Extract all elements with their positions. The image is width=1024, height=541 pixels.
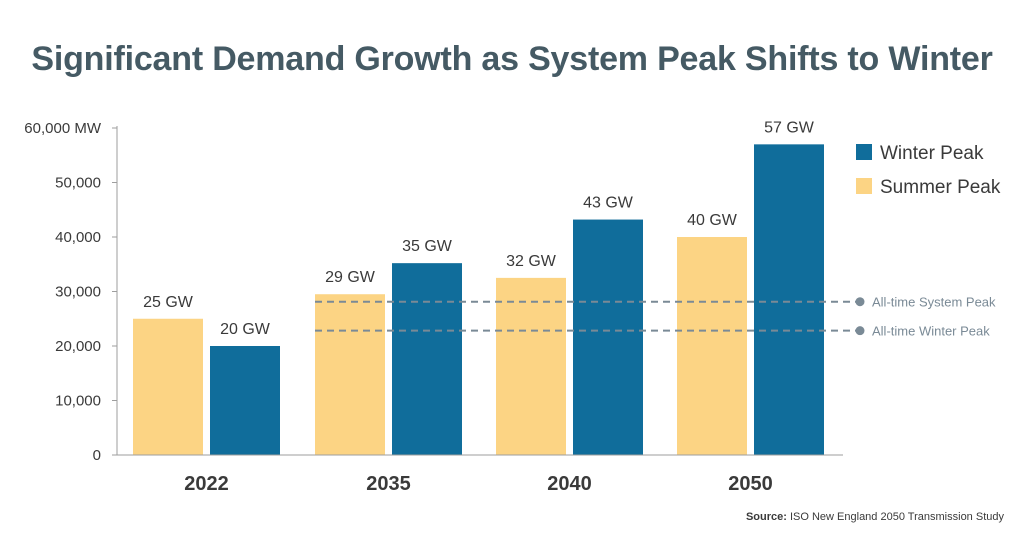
legend-swatch xyxy=(856,178,872,194)
x-axis: 2022 2035 2040 2050 xyxy=(117,454,843,495)
reference-line-marker xyxy=(855,326,865,336)
legend: Winter Peak Summer Peak xyxy=(856,143,1001,198)
x-tick-label: 2040 xyxy=(547,473,592,495)
data-label-winter-2040: 43 GW xyxy=(583,195,634,212)
data-label-summer-2022: 25 GW xyxy=(143,294,194,311)
data-label-summer-2035: 29 GW xyxy=(325,269,376,286)
y-tick-label: 60,000 MW xyxy=(24,120,102,137)
y-axis: 0 10,000 20,000 30,000 40,000 50,000 60,000 MW xyxy=(24,120,118,464)
reference-line-label: All-time System Peak xyxy=(872,295,996,310)
bar-winter-2022 xyxy=(210,346,280,455)
data-label-summer-2050: 40 GW xyxy=(687,212,738,229)
source-note: Source: ISO New England 2050 Transmissio… xyxy=(746,511,1004,523)
x-tick-label: 2022 xyxy=(184,473,229,495)
data-label-winter-2035: 35 GW xyxy=(402,238,453,255)
bar-winter-2040 xyxy=(573,219,643,455)
bar-winter-2035 xyxy=(392,263,462,455)
reference-line-label: All-time Winter Peak xyxy=(872,324,990,339)
bar-summer-2035 xyxy=(315,294,385,455)
bar-summer-2050 xyxy=(677,237,747,455)
x-tick-label: 2035 xyxy=(366,473,411,495)
y-tick-label: 10,000 xyxy=(55,393,101,410)
reference-lines: All-time System Peak All-time Winter Peak xyxy=(315,295,996,339)
data-label-winter-2050: 57 GW xyxy=(764,119,815,136)
legend-label: Winter Peak xyxy=(880,143,984,164)
legend-label: Summer Peak xyxy=(880,177,1001,198)
reference-line-marker xyxy=(855,297,865,307)
bar-winter-2050 xyxy=(754,144,824,455)
data-label-winter-2022: 20 GW xyxy=(220,321,271,338)
source-text: ISO New England 2050 Transmission Study xyxy=(789,511,1004,523)
data-label-summer-2040: 32 GW xyxy=(506,253,557,270)
y-tick-label: 40,000 xyxy=(55,229,101,246)
bar-summer-2040 xyxy=(496,277,566,455)
x-tick-label: 2050 xyxy=(728,473,773,495)
y-tick-label: 50,000 xyxy=(55,175,101,192)
chart-title: Significant Demand Growth as System Peak… xyxy=(31,40,993,78)
bars: 25 GW 20 GW 29 GW 35 GW 32 GW 43 GW 40 GW 57 GW xyxy=(133,119,824,455)
bar-summer-2022 xyxy=(133,318,203,455)
y-tick-label: 30,000 xyxy=(55,284,101,301)
y-tick-label: 20,000 xyxy=(55,338,101,355)
y-tick-label: 0 xyxy=(93,447,101,464)
legend-swatch xyxy=(856,144,872,160)
source-label: Source: xyxy=(745,511,787,523)
